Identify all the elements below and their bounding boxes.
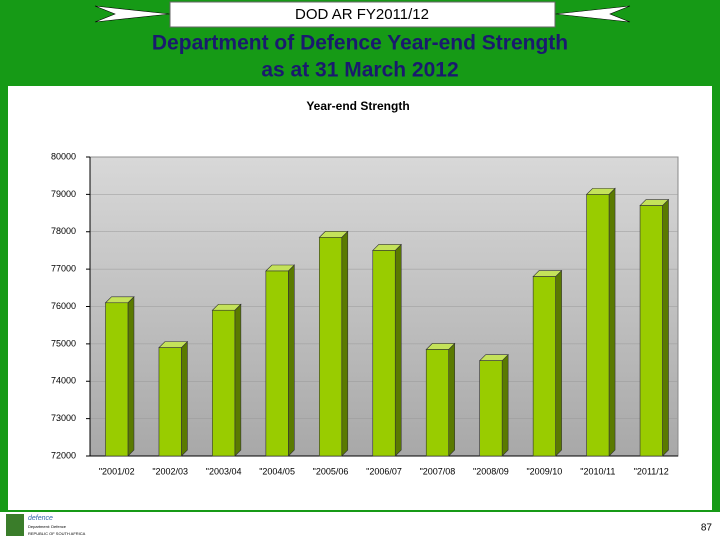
- bar-face: [158, 347, 182, 457]
- y-tick-label: 79000: [51, 189, 76, 199]
- bar-face: [105, 302, 129, 457]
- bar-face: [425, 349, 449, 457]
- bar-face: [479, 360, 503, 457]
- x-tick-label: "2010/11: [580, 466, 615, 476]
- y-tick-label: 73000: [51, 413, 76, 423]
- chart-title: Year-end Strength: [306, 99, 409, 113]
- x-tick-label: "2003/04: [206, 466, 242, 476]
- logo-word: defence: [28, 515, 53, 522]
- bar-face: [532, 276, 556, 457]
- bar: [478, 353, 509, 457]
- bar-face: [555, 269, 562, 457]
- x-tick-label: "2011/12: [634, 466, 669, 476]
- y-tick-label: 80000: [51, 151, 76, 161]
- bar: [372, 243, 402, 457]
- x-tick-label: "2007/08: [420, 466, 456, 476]
- bar: [585, 187, 616, 457]
- bar-face: [501, 353, 509, 457]
- bar-face: [127, 296, 135, 457]
- bar-face: [662, 198, 669, 457]
- y-tick-label: 74000: [51, 376, 76, 386]
- banner-arrow-left: [94, 5, 171, 23]
- x-tick-label: "2009/10: [526, 466, 562, 476]
- bar: [211, 303, 242, 457]
- bar-face: [448, 342, 455, 457]
- bar-face: [288, 264, 295, 457]
- bar-face: [212, 309, 236, 457]
- bar-face: [586, 194, 610, 457]
- y-tick-label: 77000: [51, 264, 76, 274]
- footer: [0, 512, 720, 540]
- bar: [639, 198, 670, 457]
- y-tick-label: 78000: [51, 226, 76, 236]
- x-tick-label: "2002/03: [152, 466, 188, 476]
- y-tick-label: 72000: [51, 450, 76, 460]
- bar-face: [181, 340, 188, 457]
- logo-sub: Department: Defence: [28, 524, 67, 529]
- bar-face: [234, 303, 242, 457]
- bar: [158, 340, 189, 457]
- x-tick-label: "2005/06: [313, 466, 349, 476]
- banner-text: DOD AR FY2011/12: [295, 6, 429, 23]
- bar: [425, 342, 456, 457]
- x-tick-label: "2004/05: [259, 466, 295, 476]
- y-tick-label: 75000: [51, 338, 76, 348]
- x-tick-label: "2006/07: [366, 466, 402, 476]
- slide-title: Department of Defence Year-end Strength: [152, 32, 568, 55]
- x-tick-label: "2008/09: [473, 466, 509, 476]
- bar: [104, 296, 135, 457]
- x-tick-label: "2001/02: [99, 466, 135, 476]
- page-number: 87: [701, 523, 713, 534]
- bar: [265, 264, 296, 457]
- banner-arrow-right: [554, 5, 631, 23]
- bar-face: [319, 237, 343, 457]
- coat-of-arms: [6, 514, 24, 536]
- banner: [169, 1, 556, 28]
- bar-face: [265, 270, 289, 457]
- bar-face: [639, 205, 663, 457]
- bar-face: [341, 230, 349, 457]
- bar-face: [394, 243, 402, 457]
- logo-country: REPUBLIC OF SOUTH AFRICA: [28, 531, 86, 536]
- bar: [318, 230, 349, 457]
- bar: [532, 269, 563, 457]
- slide-title: as at 31 March 2012: [261, 59, 458, 82]
- y-tick-label: 76000: [51, 301, 76, 311]
- bar-face: [372, 250, 396, 457]
- bar-face: [608, 187, 616, 457]
